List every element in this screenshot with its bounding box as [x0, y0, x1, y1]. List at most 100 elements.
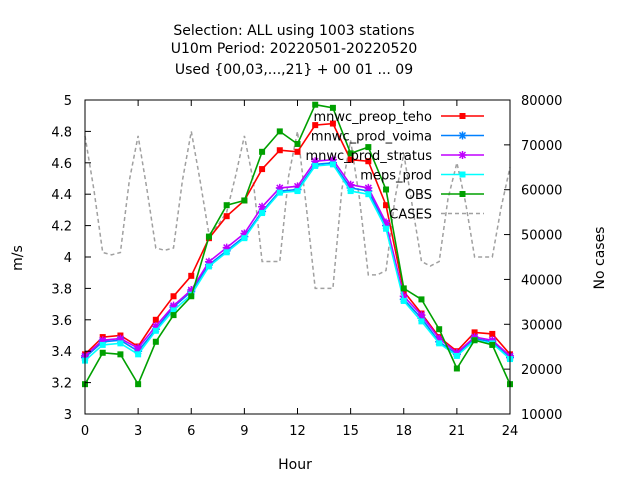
y-tick-label: 3.6 [51, 314, 72, 329]
y2-tick-label: 60000 [521, 184, 562, 199]
data-point-meps_prod-7 [205, 263, 212, 270]
data-point-meps_prod-10 [259, 210, 266, 217]
legend: mnwc_preop_teho mnwc_prod_voima mnwc_prod_… [306, 110, 484, 223]
y2-axis-label: No cases [592, 227, 608, 290]
y-tick-label: 4 [64, 251, 72, 266]
legend-item-CASES: CASES [389, 208, 484, 223]
data-point-meps_prod-21 [453, 352, 460, 359]
legend-item-mnwc_preop_teho: mnwc_preop_teho [314, 110, 484, 125]
data-point-mnwc_prod_stratus-10 [258, 202, 267, 211]
data-point-mnwc_prod_stratus-17 [382, 218, 391, 227]
data-point-mnwc_preop_teho-17 [383, 202, 390, 209]
y-tick-label: 4.2 [51, 220, 72, 235]
y-axis-label: m/s [10, 245, 26, 271]
data-point-meps_prod-18 [400, 297, 407, 304]
data-point-mnwc_preop_teho-23 [489, 330, 496, 337]
data-point-OBS-14 [329, 104, 336, 111]
data-point-meps_prod-2 [117, 340, 124, 347]
x-tick-label: 3 [134, 424, 142, 439]
data-point-OBS-9 [241, 197, 248, 204]
data-point-mnwc_prod_stratus-4 [151, 322, 160, 331]
data-point-mnwc_preop_teho-4 [152, 316, 159, 323]
series-line-cases [84, 131, 511, 290]
data-point-OBS-11 [276, 128, 283, 135]
legend-label: mnwc_prod_stratus [306, 149, 433, 164]
legend-swatch-marker [458, 131, 467, 140]
x-axis-label: Hour [278, 457, 312, 473]
x-tick-label: 18 [395, 424, 412, 439]
data-point-meps_prod-16 [365, 191, 372, 198]
legend-swatch-marker [459, 113, 466, 119]
data-point-mnwc_prod_stratus-9 [240, 229, 249, 238]
y-tick-label: 3 [64, 408, 72, 423]
legend-label: CASES [389, 208, 432, 223]
data-point-mnwc_prod_stratus-5 [169, 301, 178, 310]
data-point-OBS-6 [188, 293, 195, 300]
data-point-mnwc_preop_teho-12 [294, 148, 301, 155]
legend-label: meps_prod [360, 169, 432, 184]
data-point-OBS-15 [347, 150, 354, 157]
legend-label: OBS [405, 188, 432, 203]
y-tick-label: 4.6 [51, 157, 72, 172]
data-point-mnwc_prod_stratus-23 [488, 336, 497, 345]
data-point-meps_prod-5 [170, 307, 177, 314]
data-point-mnwc_preop_teho-22 [471, 329, 478, 336]
data-point-OBS-8 [223, 202, 230, 209]
data-point-mnwc_prod_stratus-6 [187, 285, 196, 294]
data-point-meps_prod-20 [436, 340, 443, 347]
data-point-meps_prod-1 [99, 341, 106, 348]
data-point-mnwc_preop_teho-5 [170, 293, 177, 300]
data-point-mnwc_preop_teho-18 [400, 288, 407, 295]
y2-tick-label: 10000 [521, 408, 562, 423]
data-point-meps_prod-13 [312, 162, 319, 169]
chart-title-line-3: Used {00,03,...,21} + 00 01 ... 09 [175, 62, 413, 78]
series-mnwc_preop_teho [82, 120, 513, 358]
data-point-mnwc_prod_stratus-12 [293, 182, 302, 191]
data-point-meps_prod-12 [294, 188, 301, 195]
data-point-mnwc_preop_teho-11 [276, 147, 283, 154]
x-tick-label: 12 [289, 424, 306, 439]
data-point-mnwc_preop_teho-10 [259, 166, 266, 173]
data-point-OBS-16 [365, 144, 372, 151]
legend-swatch-marker [459, 191, 466, 197]
data-point-mnwc_prod_stratus-22 [470, 333, 479, 342]
data-point-mnwc_preop_teho-6 [188, 272, 195, 279]
data-point-mnwc_prod_stratus-20 [435, 334, 444, 343]
x-tick-label: 6 [187, 424, 195, 439]
y2-tick-label: 40000 [521, 273, 562, 288]
data-point-OBS-19 [418, 296, 425, 303]
chart-title-line-1: Selection: ALL using 1003 stations [173, 23, 414, 39]
x-tick-label: 24 [502, 424, 519, 439]
series-line-mnwc_preop_teho [84, 122, 511, 355]
y-tick-label: 5 [64, 94, 72, 109]
data-point-OBS-22 [471, 337, 478, 344]
data-point-mnwc_prod_stratus-3 [134, 344, 143, 353]
series-layer [81, 101, 514, 388]
y-tick-label: 4.8 [51, 125, 72, 140]
data-point-OBS-4 [152, 338, 159, 345]
legend-item-meps_prod: meps_prod [360, 169, 484, 184]
data-point-mnwc_prod_stratus-21 [452, 348, 461, 357]
data-point-mnwc_prod_stratus-11 [275, 183, 284, 192]
data-point-OBS-2 [117, 351, 124, 358]
data-point-mnwc_prod_stratus-1 [98, 336, 107, 345]
data-point-OBS-13 [312, 101, 319, 108]
y-tick-label: 3.8 [51, 282, 72, 297]
data-point-meps_prod-14 [329, 161, 336, 168]
data-point-meps_prod-3 [135, 351, 142, 358]
legend-item-OBS: OBS [405, 188, 484, 203]
data-point-mnwc_preop_teho-8 [223, 213, 230, 220]
data-point-mnwc_prod_stratus-16 [364, 183, 373, 192]
data-point-OBS-12 [294, 140, 301, 147]
x-tick-label: 0 [81, 424, 89, 439]
data-point-meps_prod-15 [347, 188, 354, 195]
data-point-OBS-10 [259, 148, 266, 155]
data-point-OBS-23 [489, 341, 496, 348]
y-tick-label: 4.4 [51, 188, 72, 203]
y2-tick-label: 30000 [521, 318, 562, 333]
data-point-meps_prod-11 [276, 189, 283, 196]
legend-item-mnwc_prod_stratus: mnwc_prod_stratus [306, 149, 484, 164]
y2-tick-label: 70000 [521, 139, 562, 154]
